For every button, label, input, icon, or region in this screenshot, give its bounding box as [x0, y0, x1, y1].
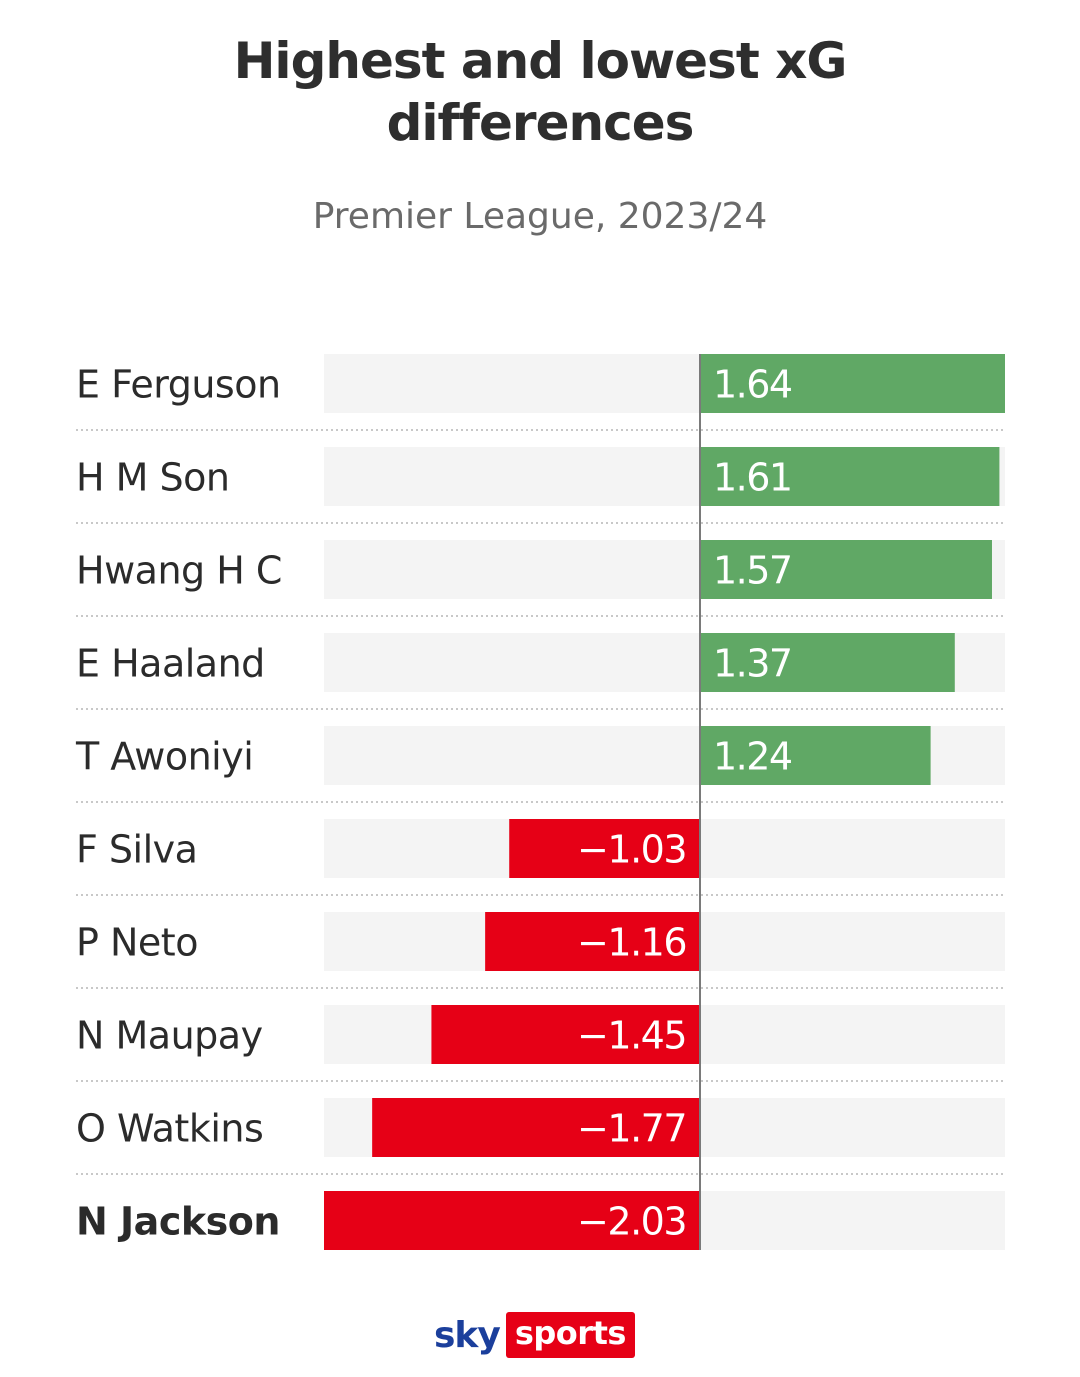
bar	[324, 1191, 700, 1250]
data-label: 1.57	[713, 549, 792, 593]
category-label: T Awoniyi	[75, 735, 253, 779]
data-label: 1.64	[713, 363, 792, 407]
bar	[485, 912, 700, 971]
data-label: −1.77	[577, 1107, 686, 1151]
category-label: H M Son	[76, 456, 229, 500]
bar	[700, 633, 955, 692]
chart-title-line: Highest and lowest xG	[233, 32, 848, 90]
bar	[700, 447, 1000, 506]
data-label: 1.37	[713, 642, 792, 686]
chart-title-text: Highest and lowest xG differences	[0, 30, 1080, 154]
category-label: Hwang H C	[76, 549, 282, 593]
data-label: 1.24	[713, 735, 792, 779]
category-label: P Neto	[76, 921, 198, 965]
chart-title-line: differences	[386, 94, 695, 152]
bar-chart: 1.64 E Ferguson 1.61 H M Son 1.57 Hwang H C 1.…	[75, 354, 1005, 1250]
data-label: 1.61	[713, 456, 792, 500]
sky-sports-logo: sky sports	[434, 1312, 635, 1358]
data-label: −1.03	[577, 828, 686, 872]
bar	[700, 354, 1005, 413]
category-label: O Watkins	[76, 1107, 263, 1151]
bar	[372, 1098, 700, 1157]
sky-wordmark: sky	[434, 1314, 501, 1356]
sports-wordmark: sports	[505, 1312, 635, 1358]
chart-subtitle: Premier League, 2023/24	[312, 196, 768, 237]
category-label: E Haaland	[76, 642, 265, 686]
data-label: −2.03	[577, 1200, 686, 1244]
data-label: −1.45	[577, 1014, 686, 1058]
bar	[700, 726, 931, 785]
chart-title: Highest and lowest xG differences	[0, 30, 1080, 154]
data-label: −1.16	[577, 921, 686, 965]
category-label: N Jackson	[76, 1200, 280, 1244]
category-label: N Maupay	[76, 1014, 263, 1058]
bar	[431, 1005, 700, 1064]
category-label: E Ferguson	[76, 363, 281, 407]
bar	[509, 819, 700, 878]
category-label: F Silva	[76, 828, 197, 872]
bar	[700, 540, 992, 599]
